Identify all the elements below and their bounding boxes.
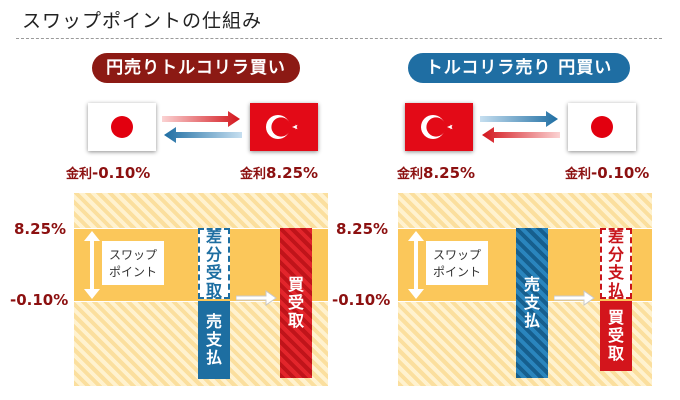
japan-flag-icon — [568, 103, 636, 151]
right-buy-receive-bar: 買受取 — [600, 301, 632, 371]
japan-flag-icon — [88, 103, 156, 151]
right-sell-pay-bar: 売支払 — [516, 228, 548, 378]
swap-point-label: スワップ ポイント — [102, 241, 164, 285]
left-diff-receive-box: 差分受取 — [198, 227, 230, 299]
left-rate-left: 金利-0.10% — [66, 164, 151, 182]
swap-point-label: スワップ ポイント — [426, 241, 488, 285]
right-axis-top-label: 8.25% — [336, 220, 389, 238]
right-scenario-label: トルコリラ売り 円買い — [408, 53, 630, 83]
right-rate-left: 金利8.25% — [397, 164, 476, 182]
right-chart: スワップ ポイント 売支払 差分支払 買受取 — [398, 193, 652, 386]
left-rate-right: 金利8.25% — [240, 164, 319, 182]
exchange-arrows-icon — [162, 111, 242, 143]
swap-point-text: スワップ ポイント — [432, 248, 481, 279]
turkey-flag-icon — [405, 103, 473, 151]
right-axis-bottom-label: -0.10% — [332, 291, 391, 309]
left-sell-pay-bar: 売支払 — [198, 301, 230, 379]
swap-range-arrow-icon — [408, 231, 424, 299]
left-scenario-label: 円売りトルコリラ買い — [92, 53, 300, 83]
flow-arrow-icon — [554, 290, 595, 306]
left-buy-receive-bar: 買受取 — [280, 228, 312, 378]
flow-arrow-icon — [236, 290, 277, 306]
swap-point-text: スワップ ポイント — [108, 248, 157, 279]
right-diff-pay-box: 差分支払 — [600, 227, 632, 299]
exchange-arrows-icon — [480, 111, 560, 143]
page-title: スワップポイントの仕組み — [22, 10, 263, 32]
left-chart: スワップ ポイント 差分受取 売支払 買受取 — [74, 193, 328, 386]
right-rate-right: 金利-0.10% — [565, 164, 650, 182]
left-axis-top-label: 8.25% — [14, 220, 67, 238]
left-axis-bottom-label: -0.10% — [10, 291, 69, 309]
title-divider — [16, 38, 662, 39]
turkey-flag-icon — [250, 103, 318, 151]
swap-range-arrow-icon — [84, 231, 100, 299]
